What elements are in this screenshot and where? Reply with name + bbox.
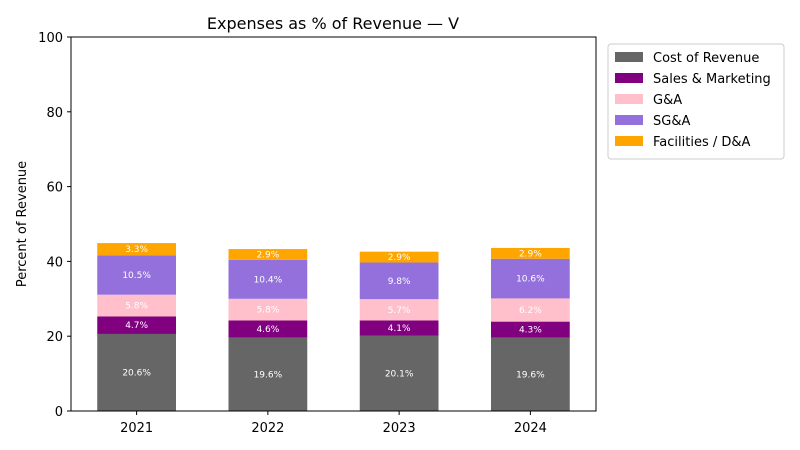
legend-swatch — [615, 73, 643, 83]
bar-value-label: 20.1% — [385, 369, 414, 379]
bar-segment — [228, 298, 308, 321]
bar-segment — [491, 298, 570, 322]
plot-frame — [70, 36, 597, 412]
x-tick-label: 2024 — [514, 421, 547, 436]
bar-segment — [228, 249, 308, 260]
chart-title: Expenses as % of Revenue — V — [207, 14, 459, 33]
axes-layer: 2021 2022 2023 2024 0 20 40 60 80 100 — [38, 31, 547, 436]
y-tick-label: 20 — [46, 330, 63, 345]
y-tick-label: 80 — [46, 106, 63, 121]
y-tick-label: 100 — [38, 31, 63, 46]
legend-label: G&A — [653, 93, 682, 108]
bar-value-label: 2.9% — [519, 249, 542, 259]
bar-segment — [97, 316, 176, 334]
bar-value-label: 19.6% — [254, 370, 283, 380]
bar-value-label: 4.1% — [388, 324, 411, 334]
legend-swatch — [615, 136, 643, 146]
legend: Cost of Revenue Sales & Marketing G&A SG&A F… — [607, 43, 785, 160]
bar-segment — [228, 259, 308, 299]
bar-segment — [359, 299, 439, 321]
legend-frame — [607, 43, 785, 160]
bars-layer: 20.6% 4.7% 5.8% 10.5% 3.3% 19.6% 4.6% 5.8% 10.4%… — [97, 243, 570, 411]
legend-label: SG&A — [653, 114, 690, 129]
bar-segment — [359, 262, 439, 300]
bar-segment — [228, 337, 308, 411]
x-tick-label: 2023 — [383, 421, 416, 436]
y-tick-label: 0 — [55, 405, 63, 420]
bar-value-label: 4.6% — [256, 325, 279, 335]
y-tick-label: 40 — [46, 255, 63, 270]
y-axis-label: Percent of Revenue — [15, 161, 30, 287]
legend-swatch — [615, 52, 643, 62]
bar-value-label: 4.7% — [125, 321, 148, 331]
bar-segment — [97, 294, 176, 317]
legend-label: Facilities / D&A — [653, 135, 751, 150]
bar-segment — [97, 243, 176, 256]
bar-segment — [491, 258, 570, 299]
bar-segment — [491, 337, 570, 411]
legend-label: Cost of Revenue — [653, 51, 759, 66]
x-tick-label: 2022 — [251, 421, 284, 436]
bar-value-label: 3.3% — [125, 245, 148, 255]
bar-value-label: 20.6% — [122, 368, 151, 378]
y-tick-label: 60 — [46, 181, 63, 196]
bar-value-label: 6.2% — [519, 306, 542, 316]
bar-value-label: 5.7% — [388, 306, 411, 316]
x-tick-label: 2021 — [120, 421, 153, 436]
bar-segment — [491, 321, 570, 338]
bar-value-label: 9.8% — [388, 277, 411, 287]
bar-value-label: 2.9% — [256, 250, 279, 260]
bar-segment — [228, 320, 308, 338]
legend-swatch — [615, 115, 643, 125]
bar-value-label: 10.4% — [254, 275, 283, 285]
bar-value-label: 5.8% — [256, 306, 279, 316]
bar-value-label: 2.9% — [388, 253, 411, 263]
bar-segment — [359, 335, 439, 411]
bar-segment — [97, 255, 176, 295]
bar-segment — [97, 333, 176, 411]
legend-swatch — [615, 94, 643, 104]
bar-segment — [359, 320, 439, 336]
bar-segment — [359, 251, 439, 263]
bar-value-label: 4.3% — [519, 326, 542, 336]
bar-value-label: 10.6% — [516, 275, 545, 285]
bar-value-label: 19.6% — [516, 370, 545, 380]
bar-value-label: 5.8% — [125, 302, 148, 312]
bar-value-label: 10.5% — [122, 271, 151, 281]
legend-label: Sales & Marketing — [653, 72, 771, 87]
bar-segment — [491, 247, 570, 259]
